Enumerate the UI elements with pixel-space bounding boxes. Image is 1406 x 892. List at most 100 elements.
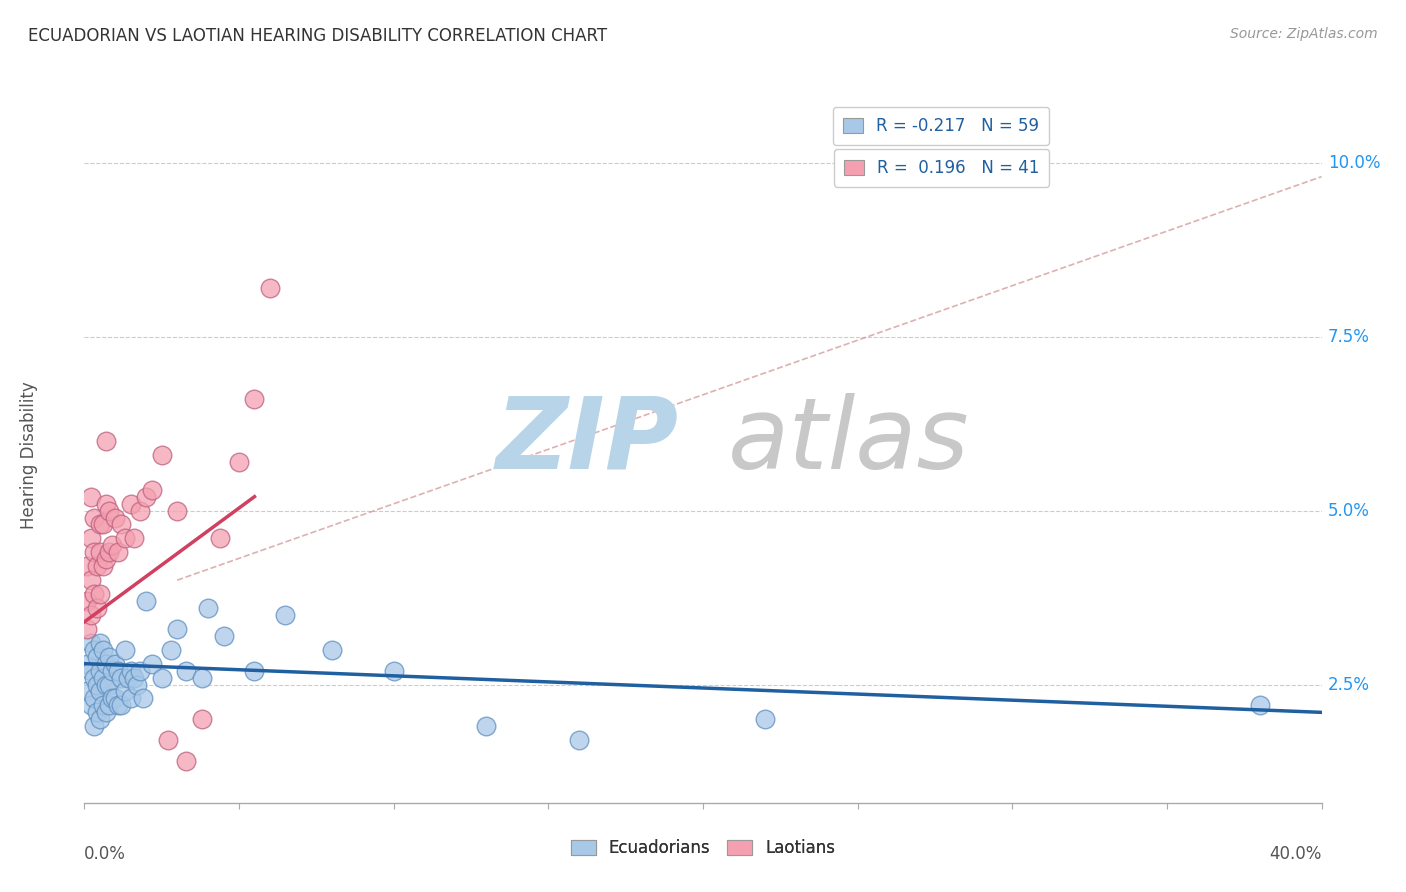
Point bbox=[94, 677, 117, 691]
Point bbox=[160, 642, 183, 657]
Point bbox=[76, 559, 98, 574]
Point bbox=[89, 664, 111, 678]
Legend: Ecuadorians, Laotians: Ecuadorians, Laotians bbox=[564, 833, 842, 864]
Point bbox=[114, 532, 136, 546]
Point bbox=[117, 671, 139, 685]
Point bbox=[259, 281, 281, 295]
Point bbox=[76, 684, 98, 698]
Point bbox=[114, 642, 136, 657]
Point bbox=[91, 698, 114, 713]
Point bbox=[120, 497, 142, 511]
Point bbox=[107, 664, 129, 678]
Point bbox=[243, 392, 266, 407]
Point bbox=[135, 594, 157, 608]
Point bbox=[110, 698, 132, 713]
Point bbox=[94, 657, 117, 671]
Point bbox=[150, 671, 173, 685]
Point bbox=[166, 622, 188, 636]
Point bbox=[83, 671, 105, 685]
Point bbox=[83, 587, 105, 601]
Text: 10.0%: 10.0% bbox=[1327, 153, 1381, 171]
Point bbox=[79, 636, 101, 650]
Text: Source: ZipAtlas.com: Source: ZipAtlas.com bbox=[1230, 27, 1378, 41]
Point bbox=[122, 671, 145, 685]
Point bbox=[141, 483, 163, 497]
Point bbox=[98, 677, 121, 691]
Point bbox=[321, 642, 343, 657]
Point bbox=[191, 671, 214, 685]
Point bbox=[150, 448, 173, 462]
Point bbox=[91, 671, 114, 685]
Point bbox=[89, 636, 111, 650]
Point bbox=[98, 545, 121, 559]
Point bbox=[135, 490, 157, 504]
Point bbox=[91, 642, 114, 657]
Point bbox=[86, 601, 108, 615]
Text: Hearing Disability: Hearing Disability bbox=[20, 381, 38, 529]
Point bbox=[76, 622, 98, 636]
Point bbox=[86, 706, 108, 720]
Point bbox=[98, 503, 121, 517]
Point bbox=[209, 532, 232, 546]
Point bbox=[1249, 698, 1271, 713]
Point bbox=[86, 677, 108, 691]
Point bbox=[94, 497, 117, 511]
Point bbox=[83, 642, 105, 657]
Text: ZIP: ZIP bbox=[495, 392, 678, 490]
Point bbox=[98, 698, 121, 713]
Point bbox=[91, 559, 114, 574]
Point bbox=[79, 698, 101, 713]
Point bbox=[141, 657, 163, 671]
Point bbox=[156, 733, 179, 747]
Point bbox=[76, 657, 98, 671]
Text: 7.5%: 7.5% bbox=[1327, 327, 1369, 345]
Point bbox=[83, 545, 105, 559]
Point bbox=[129, 503, 152, 517]
Point bbox=[274, 607, 297, 622]
Point bbox=[89, 712, 111, 726]
Point bbox=[382, 664, 405, 678]
Point bbox=[79, 607, 101, 622]
Point bbox=[104, 691, 127, 706]
Point bbox=[79, 664, 101, 678]
Text: 40.0%: 40.0% bbox=[1270, 845, 1322, 863]
Point bbox=[125, 677, 148, 691]
Point bbox=[176, 664, 198, 678]
Point bbox=[83, 691, 105, 706]
Point bbox=[122, 532, 145, 546]
Point bbox=[101, 664, 124, 678]
Point bbox=[475, 719, 498, 733]
Point bbox=[114, 684, 136, 698]
Point bbox=[79, 573, 101, 587]
Point bbox=[228, 455, 250, 469]
Point bbox=[243, 664, 266, 678]
Text: 0.0%: 0.0% bbox=[84, 845, 127, 863]
Point bbox=[107, 698, 129, 713]
Point bbox=[197, 601, 219, 615]
Point bbox=[76, 594, 98, 608]
Point bbox=[129, 664, 152, 678]
Text: atlas: atlas bbox=[728, 392, 969, 490]
Point bbox=[176, 754, 198, 768]
Point bbox=[79, 490, 101, 504]
Point bbox=[89, 684, 111, 698]
Point bbox=[166, 503, 188, 517]
Point bbox=[91, 517, 114, 532]
Point bbox=[83, 719, 105, 733]
Point bbox=[79, 532, 101, 546]
Point bbox=[120, 691, 142, 706]
Point bbox=[94, 552, 117, 566]
Point bbox=[86, 649, 108, 664]
Text: ECUADORIAN VS LAOTIAN HEARING DISABILITY CORRELATION CHART: ECUADORIAN VS LAOTIAN HEARING DISABILITY… bbox=[28, 27, 607, 45]
Point bbox=[110, 671, 132, 685]
Point bbox=[120, 664, 142, 678]
Point bbox=[86, 559, 108, 574]
Point bbox=[89, 587, 111, 601]
Point bbox=[191, 712, 214, 726]
Point bbox=[98, 649, 121, 664]
Text: 2.5%: 2.5% bbox=[1327, 675, 1369, 693]
Point bbox=[89, 545, 111, 559]
Point bbox=[94, 706, 117, 720]
Point bbox=[107, 545, 129, 559]
Point bbox=[212, 629, 235, 643]
